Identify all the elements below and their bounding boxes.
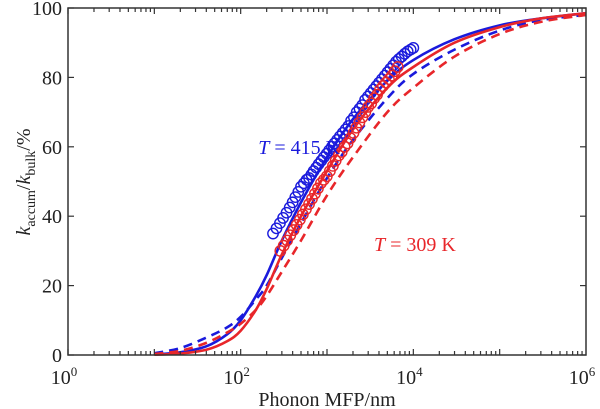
- data-point-blue: [404, 43, 417, 56]
- y-tick-label: 40: [42, 206, 62, 228]
- x-tick-base: 10: [396, 367, 416, 389]
- y-tick-label: 60: [42, 137, 62, 159]
- x-axis-title: Phonon MFP/nm: [258, 389, 396, 409]
- series-line-415-k-dashed: [154, 13, 587, 355]
- tick-layer: [67, 7, 586, 356]
- x-tick-label: 102: [223, 364, 250, 389]
- curve-layer: [154, 11, 587, 356]
- x-tick-base: 10: [51, 367, 71, 389]
- annotation-309k-symbol: T: [374, 234, 387, 256]
- data-point-red: [382, 73, 395, 86]
- data-point-blue: [359, 94, 371, 106]
- x-tick-exponent: 6: [589, 364, 596, 379]
- annotation-415k-text: = 415 K: [269, 137, 340, 159]
- data-point-red: [377, 80, 389, 92]
- marker-layer: [267, 42, 420, 257]
- data-point-red: [368, 92, 381, 105]
- series-line-415-k-solid: [154, 11, 587, 356]
- x-tick-label: 104: [396, 364, 423, 389]
- data-point-blue: [407, 42, 420, 54]
- data-point-blue: [339, 123, 352, 136]
- data-point-red: [338, 140, 351, 153]
- data-point-red: [317, 173, 330, 186]
- series-line-309-k-dashed: [154, 13, 587, 356]
- x-tick-exponent: 2: [243, 364, 250, 379]
- y-tick-label: 20: [42, 276, 62, 298]
- data-point-red: [380, 76, 392, 89]
- y-tick-label: 0: [52, 345, 62, 367]
- y-title-sub2: bulk: [24, 151, 39, 176]
- y-tick-label: 80: [42, 67, 62, 89]
- y-title-sub1: accum: [24, 190, 39, 227]
- annotation-309k: T = 309 K: [374, 234, 456, 256]
- data-point-red: [362, 100, 375, 113]
- y-axis-title: kaccum/kbulk/%: [13, 129, 39, 236]
- y-title-k1: k: [13, 225, 35, 235]
- y-title-slash: /: [13, 184, 35, 190]
- x-tick-label: 106: [569, 364, 596, 389]
- annotation-415k: T = 415 K: [258, 137, 340, 159]
- x-tick-base: 10: [569, 367, 589, 389]
- data-point-red: [391, 61, 404, 73]
- x-tick-base: 10: [223, 367, 243, 389]
- x-tick-exponent: 4: [416, 364, 423, 379]
- y-title-k2: k: [13, 175, 35, 185]
- data-point-blue: [398, 47, 411, 60]
- x-tick-exponent: 0: [71, 364, 78, 379]
- annotation-415k-symbol: T: [258, 137, 271, 159]
- y-title-unit: /%: [13, 129, 35, 151]
- data-point-red: [332, 149, 345, 162]
- annotation-309k-text: = 309 K: [385, 234, 456, 256]
- data-point-red: [315, 177, 327, 190]
- series-line-309-k-solid: [154, 11, 587, 356]
- y-tick-label: 100: [32, 0, 62, 20]
- x-tick-label: 100: [51, 364, 78, 389]
- data-point-red: [374, 83, 386, 96]
